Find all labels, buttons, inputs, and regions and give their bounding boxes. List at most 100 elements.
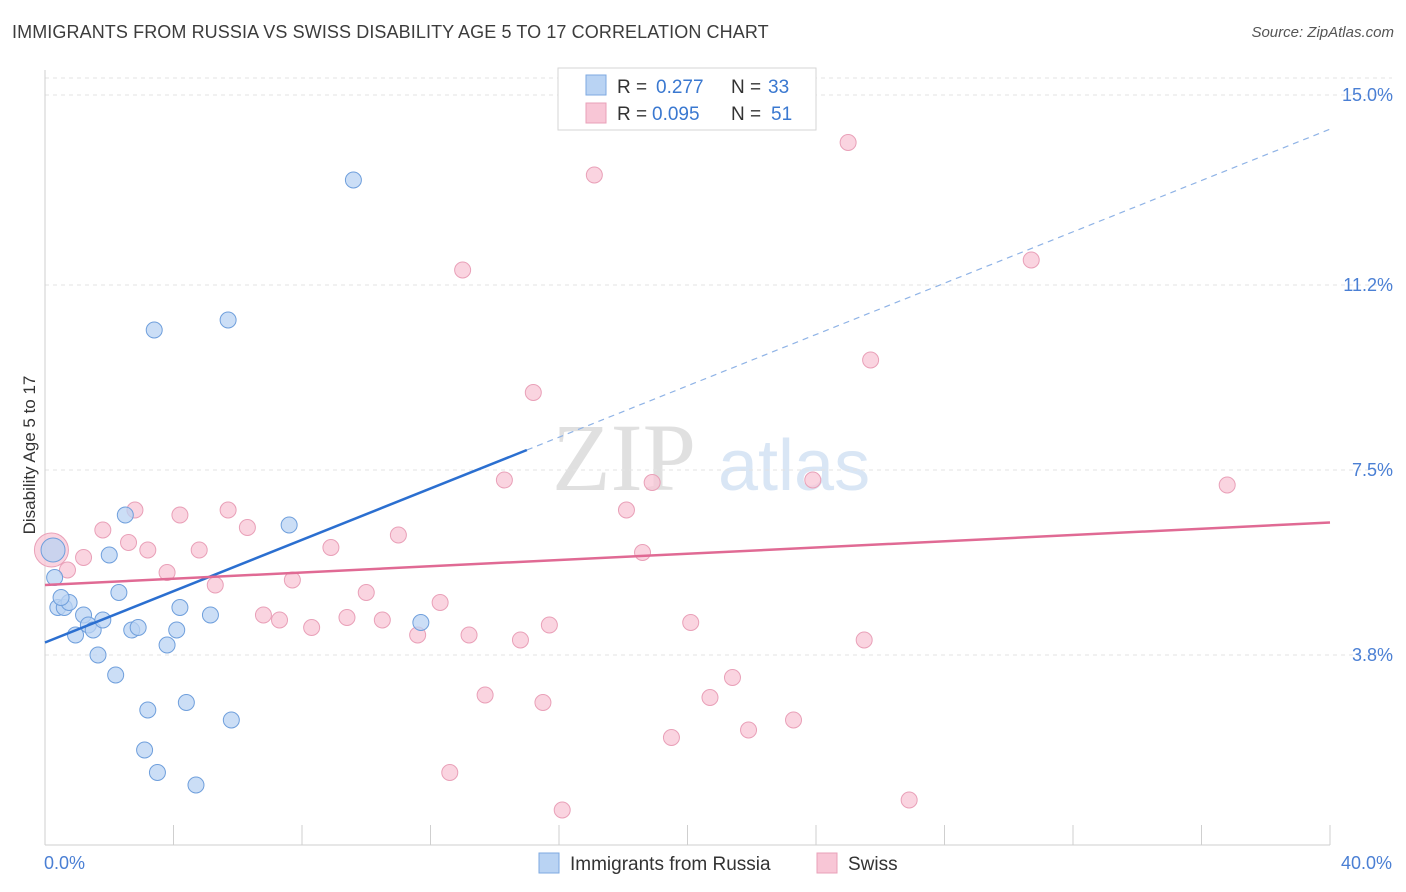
x-tick-label-min: 0.0% xyxy=(44,853,85,873)
russia-point xyxy=(171,599,189,616)
y-tick-label: 11.2% xyxy=(1343,275,1393,295)
swiss-point xyxy=(357,584,375,601)
russia-point xyxy=(219,311,237,329)
swiss-point xyxy=(322,539,340,556)
bottom-legend-label-swiss: Swiss xyxy=(848,854,898,875)
swiss-point xyxy=(553,801,571,819)
swiss-point xyxy=(303,619,321,636)
bottom-legend-swatch-russia xyxy=(538,852,560,874)
swiss-point xyxy=(271,611,289,629)
bottom-legend-swatch-swiss xyxy=(816,852,838,874)
gridlines xyxy=(45,77,1392,656)
russia-point xyxy=(52,589,70,606)
swiss-point xyxy=(785,711,803,729)
russia-point xyxy=(412,614,430,631)
swiss-point xyxy=(662,729,680,746)
legend-n-label-2: N = xyxy=(731,104,761,125)
watermark-zip: ZIP xyxy=(552,404,696,511)
swiss-point xyxy=(476,686,494,704)
swiss-point xyxy=(585,166,603,184)
swiss-point xyxy=(94,521,112,539)
y-tick-labels: 3.8% 7.5% 11.2% 15.0% xyxy=(1342,85,1393,665)
russia-points xyxy=(40,171,430,794)
swiss-point xyxy=(338,609,356,626)
watermark-atlas: atlas xyxy=(718,426,870,506)
swiss-point xyxy=(862,351,880,369)
swiss-point xyxy=(682,614,700,631)
x-tick-label-max: 40.0% xyxy=(1341,853,1392,873)
swiss-point xyxy=(441,764,459,781)
russia-point xyxy=(344,171,362,189)
y-tick-label: 7.5% xyxy=(1352,460,1393,480)
swiss-point xyxy=(158,564,176,581)
swiss-point xyxy=(58,561,76,579)
russia-point xyxy=(168,621,186,639)
bottom-legend: Immigrants from Russia Swiss xyxy=(538,852,898,875)
swiss-point xyxy=(643,474,661,491)
swiss-point xyxy=(1022,251,1040,269)
legend-n-label-1: N = xyxy=(731,77,761,98)
russia-trend-extension xyxy=(526,128,1331,451)
swiss-point xyxy=(804,471,822,489)
swiss-point xyxy=(617,501,635,519)
swiss-point xyxy=(1218,476,1236,494)
legend-r-label-2: R = xyxy=(617,104,647,125)
source-label: Source: ZipAtlas.com xyxy=(1251,24,1394,41)
swiss-point xyxy=(120,534,138,551)
swiss-point xyxy=(171,506,189,524)
swiss-point xyxy=(431,594,449,611)
legend-r-label-1: R = xyxy=(617,77,647,98)
swiss-point xyxy=(534,694,552,711)
swiss-point xyxy=(540,616,558,634)
swiss-point xyxy=(740,721,758,739)
y-tick-label: 3.8% xyxy=(1352,645,1393,665)
swiss-point xyxy=(723,669,741,686)
swiss-point xyxy=(206,576,224,594)
russia-point xyxy=(148,764,166,781)
russia-point xyxy=(129,619,147,636)
legend-n-value-2: 51 xyxy=(771,104,792,125)
bottom-legend-label-russia: Immigrants from Russia xyxy=(570,854,771,875)
legend-swatch-russia xyxy=(585,74,607,96)
swiss-point xyxy=(254,606,272,624)
swiss-point xyxy=(75,549,93,566)
legend-r-value-2: 0.095 xyxy=(652,104,700,125)
swiss-point xyxy=(511,631,529,649)
swiss-point xyxy=(524,384,542,401)
swiss-point xyxy=(389,526,407,544)
swiss-point xyxy=(454,261,472,279)
russia-point xyxy=(177,694,195,711)
swiss-point xyxy=(634,544,652,561)
swiss-point xyxy=(495,471,513,489)
swiss-point xyxy=(701,689,719,706)
y-tick-label: 15.0% xyxy=(1342,85,1393,105)
russia-point xyxy=(201,606,219,624)
swiss-point xyxy=(839,134,857,151)
russia-point xyxy=(136,741,154,759)
swiss-point xyxy=(460,626,478,644)
y-axis-label: Disability Age 5 to 17 xyxy=(20,376,39,535)
x-ticks xyxy=(44,825,1331,845)
russia-trend-line xyxy=(44,448,528,644)
russia-point xyxy=(222,711,240,729)
swiss-point xyxy=(855,631,873,649)
russia-point xyxy=(89,646,107,664)
swiss-point xyxy=(139,541,157,559)
legend-swatch-swiss xyxy=(585,102,607,124)
watermark: ZIP atlas xyxy=(552,404,870,511)
swiss-point xyxy=(238,519,256,536)
legend-n-value-1: 33 xyxy=(768,77,789,98)
russia-point xyxy=(107,666,125,684)
swiss-point xyxy=(900,791,918,809)
russia-point xyxy=(187,776,205,794)
russia-point xyxy=(40,537,66,563)
russia-point xyxy=(280,516,298,534)
russia-point xyxy=(139,701,157,719)
russia-point xyxy=(100,546,118,564)
russia-point xyxy=(158,636,176,654)
chart-title: IMMIGRANTS FROM RUSSIA VS SWISS DISABILI… xyxy=(12,22,769,42)
swiss-point xyxy=(373,611,391,629)
legend-r-value-1: 0.277 xyxy=(656,77,704,98)
swiss-point xyxy=(219,501,237,519)
